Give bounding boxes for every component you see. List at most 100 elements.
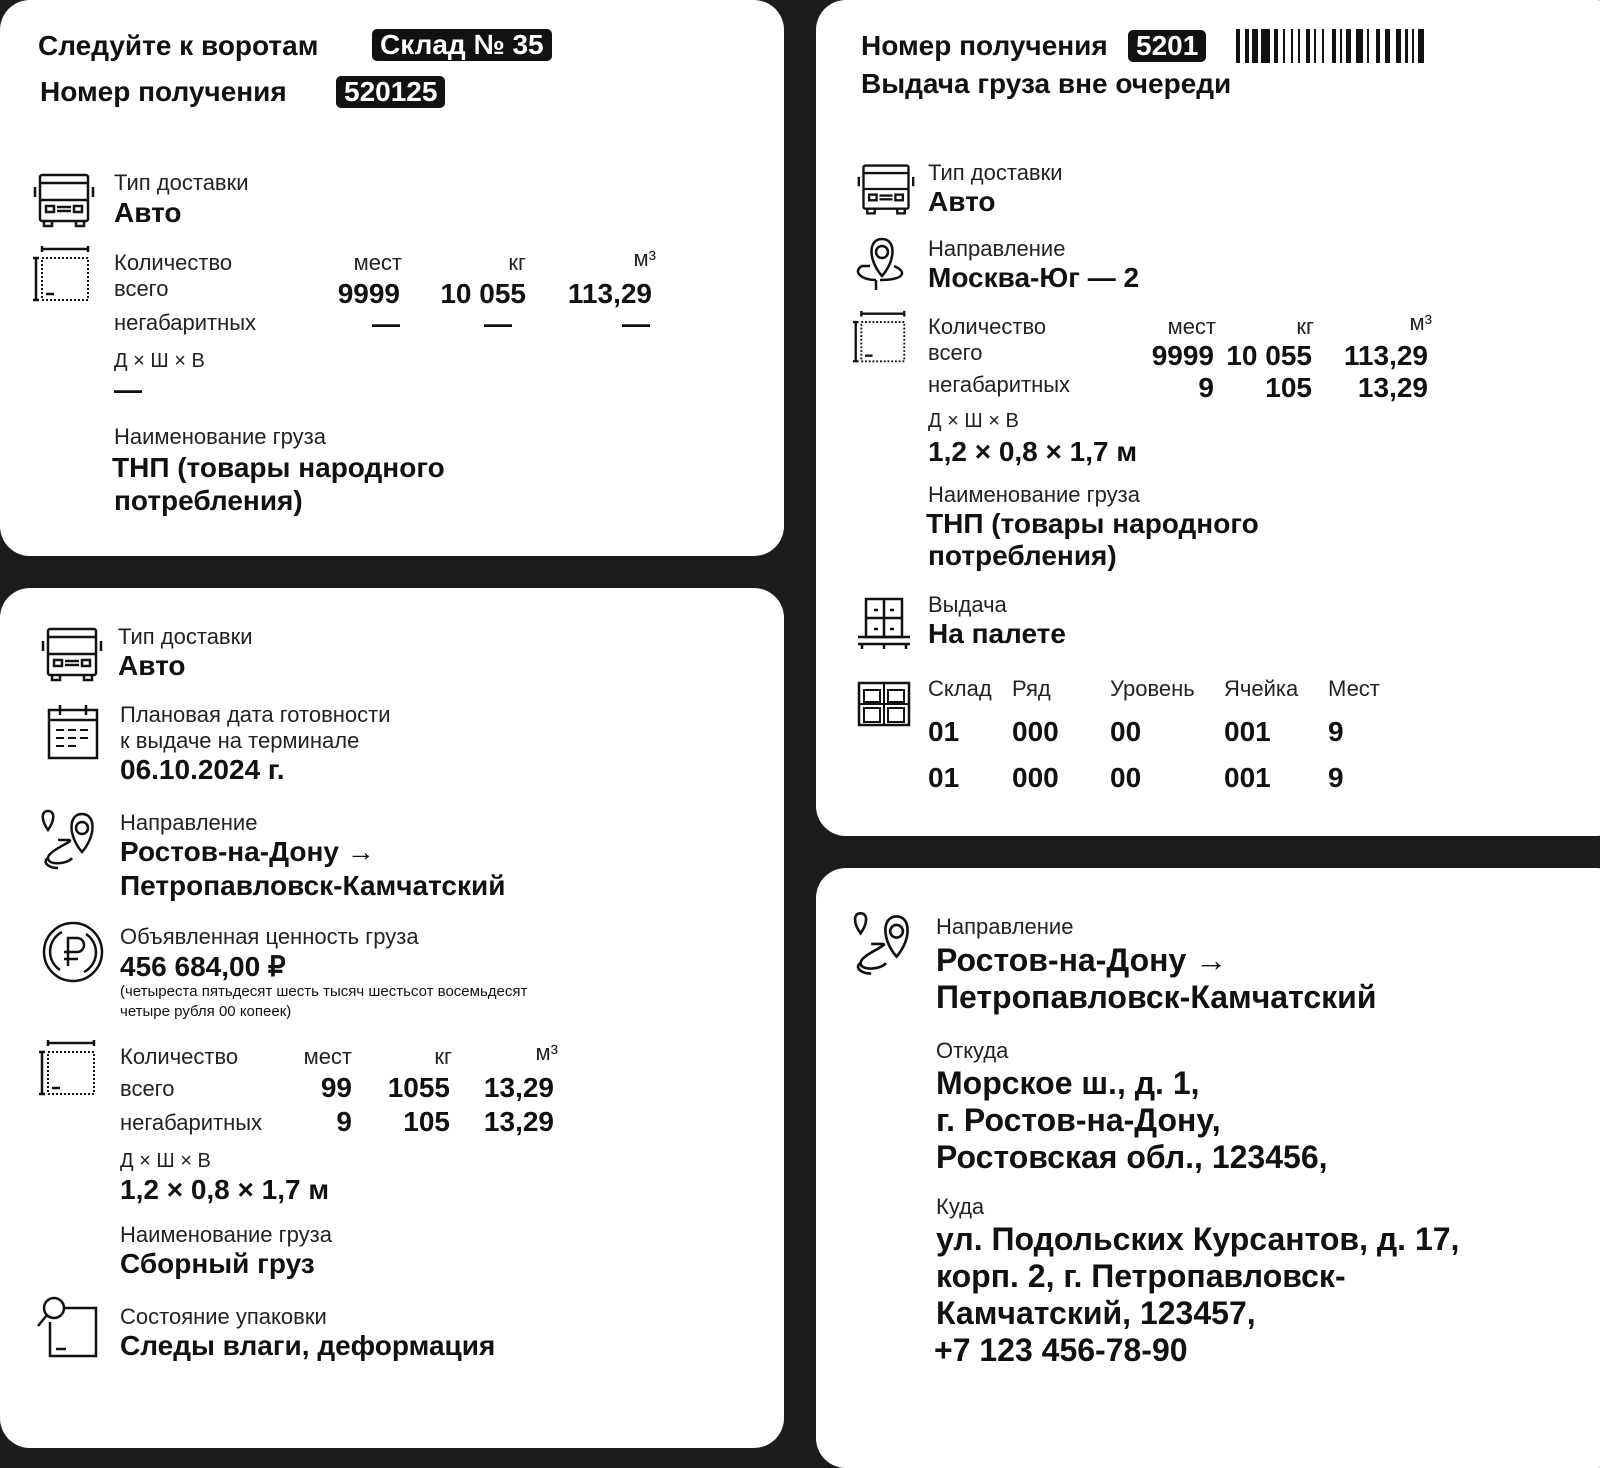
cargo-label: Наименование груза: [120, 1222, 332, 1247]
cargo-value-line1: ТНП (товары народного: [112, 452, 445, 483]
pallet-icon: [858, 597, 910, 649]
direction-label: Направление: [120, 810, 258, 835]
col-places: мест: [1167, 314, 1216, 339]
date-label-line1: Плановая дата готовности: [120, 702, 391, 727]
ruble-icon: [42, 921, 104, 983]
address-card: Направление Ростов-на-Дону → Петропавлов…: [816, 868, 1600, 1468]
dims-value: 1,2 × 0,8 × 1,7 м: [120, 1174, 330, 1205]
total-m3: 113,29: [567, 278, 652, 309]
dims-label: Д × Ш × В: [928, 410, 1019, 432]
direction-line1: Ростов-на-Дону →: [936, 942, 1228, 978]
dims-label: Д × Ш × В: [120, 1150, 211, 1172]
row-total-label: всего: [120, 1076, 175, 1101]
row-oversize-label: негабаритных: [114, 310, 257, 335]
loc-cell: 00: [1110, 716, 1142, 747]
calendar-icon: [47, 705, 99, 760]
row-total-label: всего: [114, 276, 169, 301]
qty-label: Количество: [114, 250, 233, 275]
direction-line2: Петропавловск-Камчатский: [120, 870, 506, 901]
pack-value: Следы влаги, деформация: [120, 1330, 496, 1361]
gate-card: Следуйте к воротам Склад № 35 Номер полу…: [0, 0, 784, 556]
total-kg: 10 055: [440, 278, 526, 309]
oversize-places: 9: [336, 1106, 352, 1137]
delivery-label: Тип доставки: [928, 160, 1063, 185]
receipt-badge: 5201: [1128, 30, 1207, 62]
total-places: 9999: [1151, 340, 1214, 371]
shipment-card: Тип доставки Авто Плановая дата готовнос…: [0, 588, 784, 1448]
receipt-badge: 520125: [336, 76, 446, 108]
col-kg: кг: [1296, 314, 1314, 339]
route-pins-icon: [853, 911, 909, 975]
to-label: Куда: [936, 1194, 985, 1219]
loc-header-warehouse: Склад: [928, 676, 992, 701]
from-label: Откуда: [936, 1038, 1009, 1063]
receipt-label: Номер получения: [861, 30, 1108, 61]
value-label: Объявленная ценность груза: [120, 924, 419, 949]
package-inspect-icon: [37, 1296, 98, 1358]
gate-label: Следуйте к воротам: [38, 30, 319, 61]
loc-cell: 000: [1012, 762, 1059, 793]
cargo-value-line2: потребления): [928, 540, 1117, 571]
delivery-label: Тип доставки: [114, 170, 249, 195]
location-pin-icon: [856, 237, 904, 290]
value-words-line1: (четыреста пятьдесят шесть тысяч шестьсо…: [120, 983, 528, 1000]
col-places: мест: [303, 1044, 352, 1069]
truck-icon: [33, 173, 95, 228]
dims-label: Д × Ш × В: [114, 350, 205, 372]
barcode-icon: [1236, 29, 1424, 63]
direction-line1: Ростов-на-Дону →: [120, 836, 375, 867]
from-line: Морское ш., д. 1,: [936, 1065, 1200, 1101]
loc-cell: 000: [1012, 716, 1059, 747]
col-kg: кг: [508, 250, 526, 275]
direction-label: Направление: [936, 914, 1074, 939]
to-phone: +7 123 456-78-90: [934, 1332, 1188, 1368]
oversize-kg: —: [484, 308, 512, 339]
pack-label: Состояние упаковки: [120, 1304, 327, 1329]
oversize-places: —: [372, 308, 400, 339]
col-places: мест: [353, 250, 402, 275]
total-kg: 10 055: [1226, 340, 1312, 371]
col-m3: м³: [1409, 310, 1432, 335]
oversize-places: 9: [1198, 372, 1214, 403]
value-amount: 456 684,00 ₽: [120, 951, 286, 982]
cargo-label: Наименование груза: [928, 482, 1140, 507]
direction-value: Москва-Юг — 2: [928, 262, 1140, 293]
from-line: Ростовская обл., 123456,: [936, 1139, 1328, 1175]
total-m3: 13,29: [483, 1072, 554, 1103]
loc-cell: 001: [1224, 716, 1271, 747]
truck-icon: [857, 164, 915, 215]
loc-cell: 00: [1110, 762, 1142, 793]
cargo-label: Наименование груза: [114, 424, 326, 449]
dimensions-icon: [852, 310, 906, 363]
delivery-label: Тип доставки: [118, 624, 253, 649]
cargo-value-line1: ТНП (товары народного: [926, 508, 1259, 539]
delivery-value: Авто: [118, 650, 186, 681]
to-line: ул. Подольских Курсантов, д. 17,: [936, 1221, 1460, 1257]
oversize-m3: —: [622, 308, 650, 339]
to-line: Камчатский, 123457,: [936, 1295, 1256, 1331]
dims-value: —: [114, 374, 142, 405]
loc-header-row: Ряд: [1012, 676, 1051, 701]
total-places: 9999: [337, 278, 400, 309]
receipt-label: Номер получения: [40, 76, 287, 107]
dimensions-icon: [33, 246, 90, 302]
col-m3: м³: [633, 246, 656, 271]
direction-label: Направление: [928, 236, 1066, 261]
from-line: г. Ростов-на-Дону,: [936, 1102, 1221, 1138]
gate-badge: Склад № 35: [372, 29, 552, 61]
to-line: корп. 2, г. Петропавловск-: [936, 1258, 1346, 1294]
dimensions-icon: [39, 1040, 96, 1096]
oversize-m3: 13,29: [483, 1106, 554, 1137]
col-kg: кг: [434, 1044, 452, 1069]
loc-cell: 01: [928, 716, 960, 747]
loc-header-cell: Ячейка: [1224, 676, 1299, 701]
rack-icon: [857, 681, 911, 727]
truck-icon: [41, 627, 103, 682]
row-oversize-label: негабаритных: [928, 372, 1071, 397]
total-m3: 113,29: [1343, 340, 1428, 371]
qty-label: Количество: [120, 1044, 239, 1069]
loc-cell: 9: [1328, 716, 1344, 747]
cargo-value: Сборный груз: [120, 1248, 315, 1279]
total-places: 99: [320, 1072, 352, 1103]
loc-cell: 01: [928, 762, 960, 793]
